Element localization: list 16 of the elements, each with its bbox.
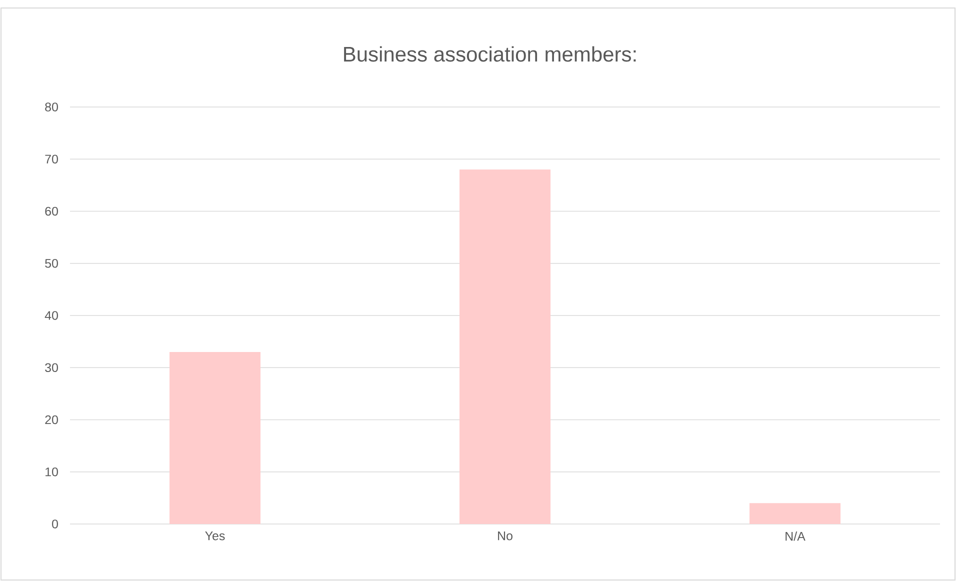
y-tick-label: 30 [45,363,58,372]
y-tick-label: 0 [52,520,58,528]
bar [170,352,261,524]
x-tick-label: No [498,532,512,540]
bar [750,503,841,524]
y-tick-label: 80 [45,102,58,112]
y-tick-label: 70 [45,154,58,164]
x-tick-label: Yes [205,532,225,540]
bar [460,170,551,524]
y-tick-label: 40 [44,311,58,320]
chart-title: Business association members: [344,46,636,62]
y-tick-label: 60 [45,206,58,216]
y-tick-label: 10 [46,467,58,476]
y-tick-label: 50 [45,258,58,268]
x-tick-label: N/A [786,532,806,541]
y-tick-label: 20 [45,415,58,424]
